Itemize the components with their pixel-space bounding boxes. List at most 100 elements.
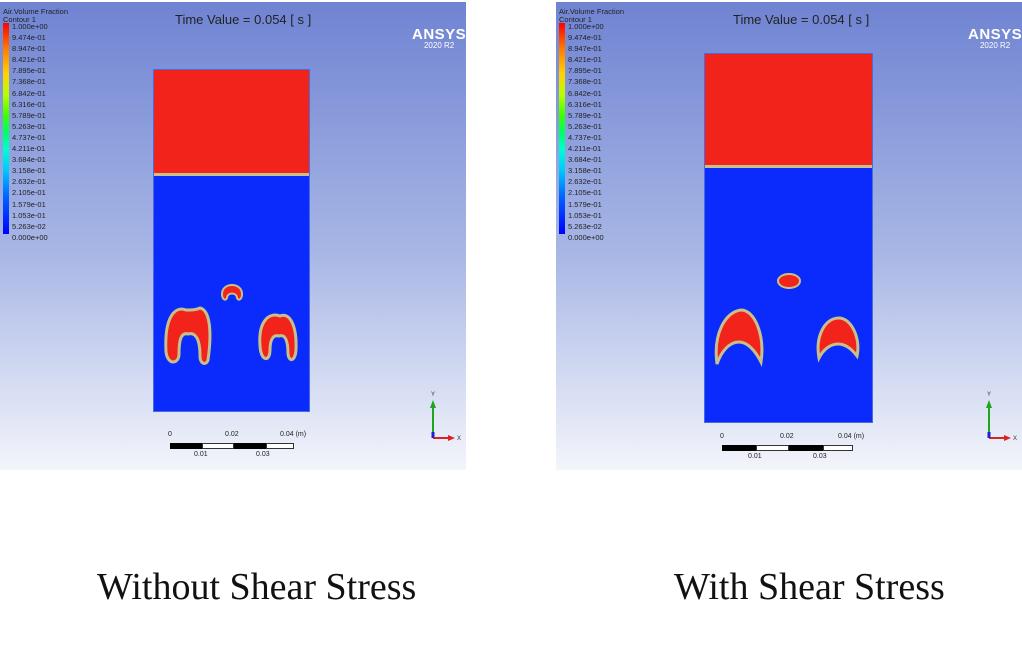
- legend-title: Air.Volume Fraction Contour 1: [3, 8, 68, 24]
- tick-label: 5.263e-01: [12, 121, 46, 131]
- tick-label: 8.421e-01: [12, 55, 46, 65]
- coordinate-axes-icon: Y X: [430, 392, 461, 442]
- tick-label: 2.632e-01: [568, 177, 602, 187]
- tick-label: 5.263e-01: [568, 121, 602, 131]
- tick-label: 2.105e-01: [568, 188, 602, 198]
- tick-label: 9.474e-01: [12, 33, 46, 43]
- tick-label: 6.842e-01: [12, 88, 46, 98]
- axis-label-x: X: [1013, 436, 1017, 442]
- tick-label: 1.053e-01: [12, 210, 46, 220]
- air-bubble: [714, 308, 764, 367]
- scale-label: 0.02: [780, 433, 794, 440]
- bubbles-layer: [164, 284, 298, 365]
- scale-label: 0.02: [225, 431, 239, 438]
- simulation-domain: [154, 70, 309, 411]
- tick-label: 3.158e-01: [12, 166, 46, 176]
- air-region: [154, 70, 309, 176]
- color-bar-ticks: 1.000e+00 9.474e-01 8.947e-01 8.421e-01 …: [568, 21, 604, 243]
- ansys-logo: ANSYS 2020 R2: [968, 26, 1022, 50]
- tick-label: 6.842e-01: [568, 88, 602, 98]
- scale-label: 0.01: [748, 453, 762, 460]
- axis-label-y: Y: [987, 392, 991, 398]
- brand-name: ANSYS: [412, 26, 467, 43]
- contour-panel-with-shear: Air.Volume Fraction Contour 1 1.000e+00 …: [556, 2, 1022, 470]
- tick-label: 3.684e-01: [568, 155, 602, 165]
- tick-label: 9.474e-01: [568, 33, 602, 43]
- tick-label: 1.053e-01: [568, 210, 602, 220]
- axis-label-y: Y: [431, 392, 435, 398]
- tick-label: 5.789e-01: [568, 110, 602, 120]
- scale-segment: [823, 445, 853, 451]
- tick-label: 7.895e-01: [568, 66, 602, 76]
- scale-label: 0: [168, 431, 172, 438]
- legend-title: Air.Volume Fraction Contour 1: [559, 8, 624, 24]
- air-bubble: [164, 306, 212, 365]
- scale-segment: [789, 445, 823, 451]
- caption-without-shear: Without Shear Stress: [97, 566, 417, 608]
- legend-contour-name: Contour 1: [559, 15, 592, 24]
- brand-version: 2020 R2: [979, 41, 1011, 50]
- scale-label: 0.01: [194, 451, 208, 458]
- tick-label: 4.737e-01: [568, 132, 602, 142]
- tick-label: 8.947e-01: [568, 44, 602, 54]
- tick-label: 2.632e-01: [12, 177, 46, 187]
- bubbles-layer: [714, 273, 860, 367]
- tick-label: 1.000e+00: [568, 22, 604, 31]
- tick-label: 6.316e-01: [12, 99, 46, 109]
- color-bar-ticks: 1.000e+00 9.474e-01 8.947e-01 8.421e-01 …: [12, 21, 48, 243]
- air-bubble: [258, 313, 298, 361]
- color-bar: [559, 23, 565, 234]
- scale-segment: [202, 443, 234, 449]
- time-value-label: Time Value = 0.054 [ s ]: [733, 12, 870, 27]
- scale-segment: [234, 443, 266, 449]
- tick-label: 0.000e+00: [12, 232, 48, 242]
- legend-variable: Air.Volume Fraction: [559, 7, 625, 16]
- time-value-label: Time Value = 0.054 [ s ]: [175, 12, 312, 27]
- coordinate-axes-icon: Y X: [986, 392, 1017, 442]
- tick-label: 5.263e-02: [568, 221, 602, 231]
- tick-label: 5.789e-01: [12, 110, 46, 120]
- tick-label: 3.158e-01: [568, 166, 602, 176]
- air-bubble: [777, 273, 801, 289]
- scale-label: 0.04 (m): [838, 433, 865, 440]
- tick-label: 4.737e-01: [12, 132, 46, 142]
- scale-label: 0.03: [813, 453, 827, 460]
- legend-contour-name: Contour 1: [3, 15, 36, 24]
- scale-label: 0.03: [256, 451, 270, 458]
- scale-label: 0: [720, 433, 724, 440]
- air-region: [705, 54, 872, 168]
- tick-label: 8.947e-01: [12, 44, 46, 54]
- brand-version: 2020 R2: [423, 41, 455, 50]
- scale-label: 0.04 (m): [280, 431, 307, 438]
- tick-label: 7.368e-01: [568, 77, 602, 87]
- scale-segment: [722, 445, 756, 451]
- ansys-logo: ANSYS 2020 R2: [412, 26, 466, 50]
- tick-label: 1.579e-01: [12, 199, 46, 209]
- color-bar: [3, 23, 9, 234]
- legend-variable: Air.Volume Fraction: [3, 7, 69, 16]
- tick-label: 0.000e+00: [568, 232, 604, 242]
- scale-segment: [266, 443, 294, 449]
- air-bubble: [816, 316, 860, 363]
- brand-name: ANSYS: [968, 26, 1022, 43]
- caption-with-shear: With Shear Stress: [674, 566, 945, 608]
- scale-segment: [756, 445, 789, 451]
- tick-label: 7.368e-01: [12, 77, 46, 87]
- scale-segment: [170, 443, 202, 449]
- tick-label: 2.105e-01: [12, 188, 46, 198]
- tick-label: 1.000e+00: [12, 22, 48, 31]
- contour-panel-without-shear: Air.Volume Fraction Contour 1 1.000e+00 …: [0, 2, 466, 470]
- tick-label: 7.895e-01: [12, 66, 46, 76]
- axis-label-x: X: [457, 436, 461, 442]
- tick-label: 6.316e-01: [568, 99, 602, 109]
- air-bubble: [220, 284, 244, 301]
- tick-label: 4.211e-01: [12, 144, 46, 154]
- length-scale: 0 0.02 0.04 (m) 0.01 0.03: [168, 431, 306, 458]
- simulation-domain: [705, 54, 872, 422]
- tick-label: 8.421e-01: [568, 55, 602, 65]
- tick-label: 3.684e-01: [12, 155, 46, 165]
- tick-label: 5.263e-02: [12, 221, 46, 231]
- length-scale: 0 0.02 0.04 (m) 0.01 0.03: [720, 433, 864, 460]
- tick-label: 4.211e-01: [568, 144, 602, 154]
- tick-label: 1.579e-01: [568, 199, 602, 209]
